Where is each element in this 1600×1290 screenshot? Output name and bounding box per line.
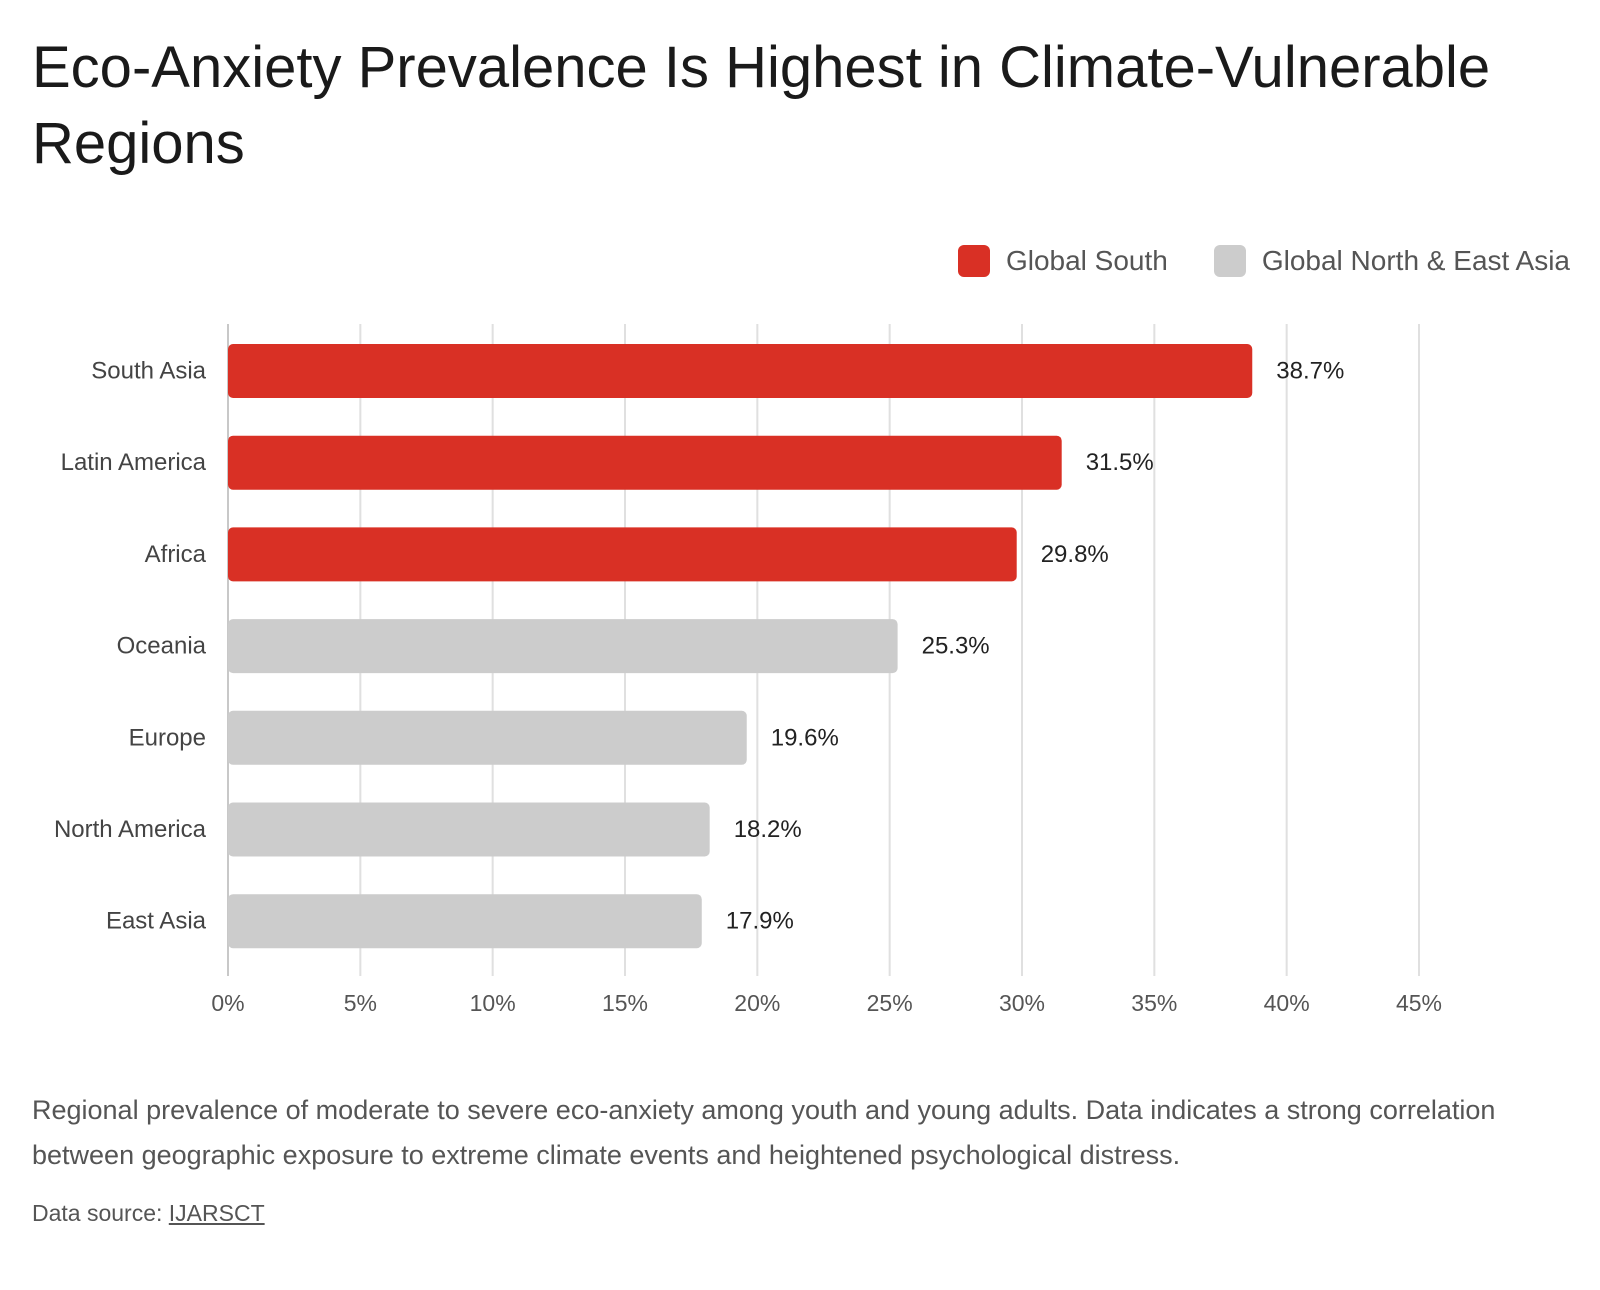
legend: Global South Global North & East Asia (957, 244, 1570, 278)
x-tick-label-0: 0% (211, 990, 244, 1016)
chart-caption: Regional prevalence of moderate to sever… (32, 1095, 1496, 1170)
bar-chart: 0% 5% 10% 15% 20% 25% 30% 35% 40% 45% South Asia 38… (54, 324, 1442, 1016)
bar-europe (228, 710, 747, 765)
bar-africa (228, 527, 1017, 582)
value-label-europe: 19.6% (771, 724, 839, 751)
value-label-africa: 29.8% (1041, 541, 1109, 568)
category-label-latin-america: Latin America (61, 449, 207, 476)
chart-title: Eco-Anxiety Prevalence Is Highest in Cli… (32, 35, 1491, 176)
value-label-east-asia: 17.9% (726, 908, 794, 935)
legend-label-global-north: Global North & East Asia (1261, 245, 1570, 276)
value-label-oceania: 25.3% (922, 633, 990, 660)
legend-item-global-north: Global North & East Asia (1213, 245, 1570, 277)
category-label-europe: Europe (129, 724, 206, 751)
bar-latin-america (228, 435, 1062, 490)
data-source-link[interactable]: IJARSCT (168, 1200, 265, 1226)
x-tick-label-25: 25% (867, 990, 913, 1016)
category-label-africa: Africa (145, 541, 207, 568)
value-label-north-america: 18.2% (734, 816, 802, 843)
x-tick-label-15: 15% (602, 990, 648, 1016)
category-label-east-asia: East Asia (106, 908, 207, 935)
value-label-latin-america: 31.5% (1086, 449, 1154, 476)
legend-item-global-south: Global South (957, 245, 1168, 277)
value-label-south-asia: 38.7% (1276, 358, 1344, 385)
bar-oceania (228, 619, 898, 674)
bar-south-asia (228, 344, 1253, 398)
bar-east-asia (228, 894, 702, 949)
x-tick-label-5: 5% (344, 990, 377, 1016)
data-source-label: Data source: (32, 1200, 163, 1226)
bar-north-america (228, 802, 710, 857)
x-tick-label-35: 35% (1131, 990, 1177, 1016)
legend-label-global-south: Global South (1005, 245, 1168, 276)
legend-swatch-global-south (957, 245, 990, 277)
x-tick-label-30: 30% (999, 990, 1045, 1016)
category-label-south-asia: South Asia (91, 358, 206, 385)
category-label-north-america: North America (54, 816, 207, 843)
x-tick-label-20: 20% (734, 990, 780, 1016)
x-tick-label-10: 10% (470, 990, 516, 1016)
legend-swatch-global-north (1213, 245, 1246, 277)
data-source: Data source: IJARSCT (32, 1200, 265, 1227)
x-tick-label-45: 45% (1396, 990, 1442, 1016)
category-label-oceania: Oceania (117, 633, 207, 660)
x-tick-label-40: 40% (1264, 990, 1310, 1016)
